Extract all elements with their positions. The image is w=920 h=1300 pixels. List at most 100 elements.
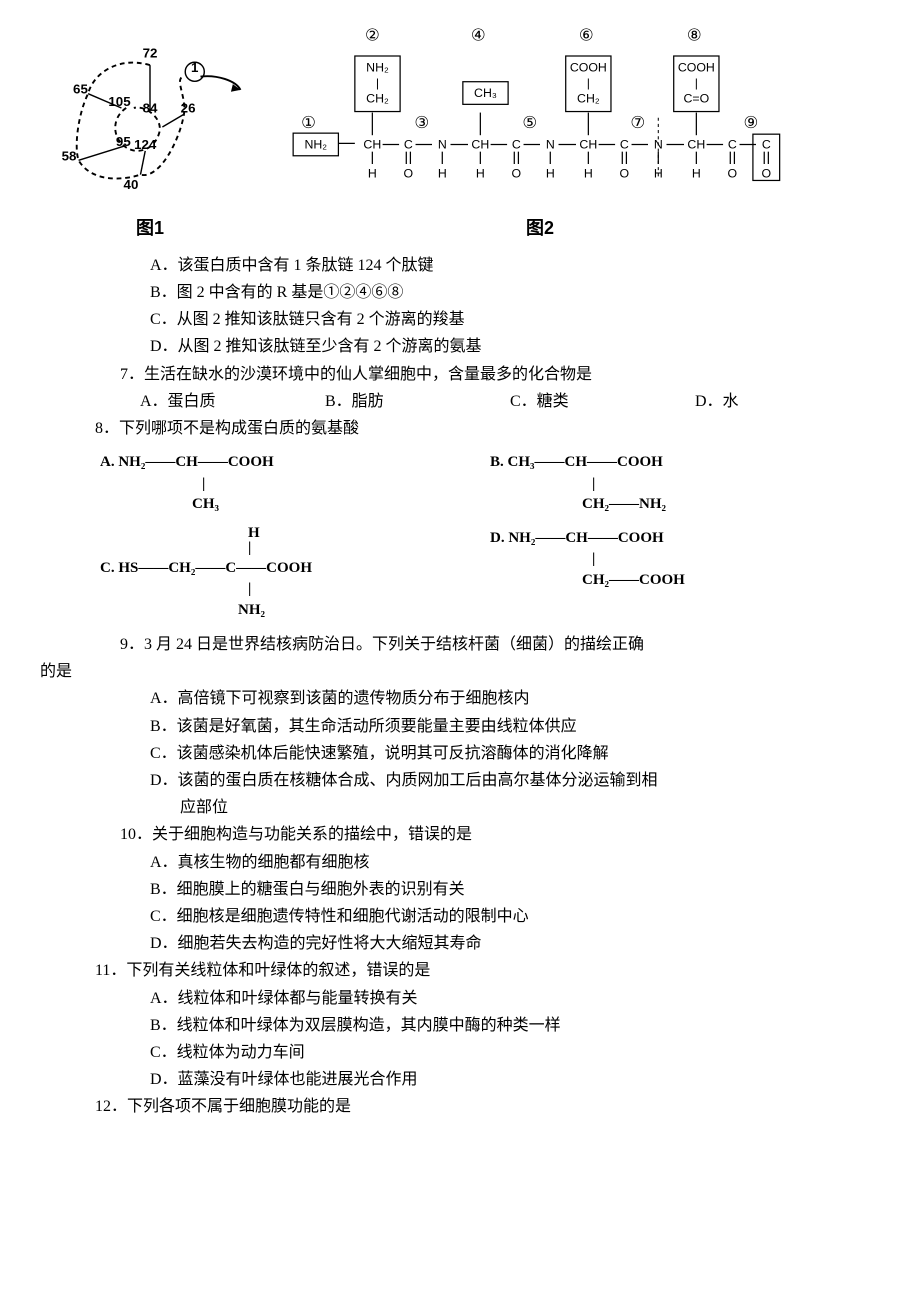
svg-text:H: H: [476, 166, 485, 180]
q8-C-lbar: |: [100, 541, 490, 556]
svg-text:CH: CH: [687, 138, 705, 152]
svg-text:84: 84: [143, 101, 158, 116]
svg-text:N: N: [438, 138, 447, 152]
svg-text:N: N: [546, 138, 555, 152]
svg-text:58: 58: [62, 148, 77, 163]
svg-text:CH₂: CH₂: [577, 91, 600, 105]
q9-A: A．高倍镜下可视察到该菌的遗传物质分布于细胞核内: [40, 685, 880, 712]
figure-2: ②④⑥⑧①③⑤⑦⑨NH₂NH₂|CH₂CH₃COOH|CH₂COOH|C=OCH…: [280, 20, 800, 244]
svg-text:O: O: [761, 166, 771, 180]
q11-B: B．线粒体和叶绿体为双层膜构造，其内膜中酶的种类一样: [40, 1012, 880, 1039]
fig1-svg: 72 1 65 26 105 84 95124 58 40: [50, 35, 250, 200]
svg-text:NH₂: NH₂: [366, 60, 389, 74]
q7-B: B．脂肪: [325, 388, 510, 415]
svg-text:④: ④: [471, 27, 486, 45]
q8-B-l3: CH₂——NH₂: [490, 492, 880, 518]
svg-text:|: |: [587, 76, 590, 90]
svg-text:105: 105: [108, 94, 131, 109]
q7-D: D．水: [695, 388, 880, 415]
q8-D-l3: CH₂——COOH: [490, 568, 880, 594]
fig2-label: 图2: [280, 213, 800, 244]
q8-C-l2: |: [100, 581, 490, 598]
svg-text:CH: CH: [363, 138, 381, 152]
svg-text:O: O: [728, 166, 738, 180]
q10-C: C．细胞核是细胞遗传特性和细胞代谢活动的限制中心: [40, 903, 880, 930]
svg-text:65: 65: [73, 82, 88, 97]
svg-text:⑥: ⑥: [579, 27, 594, 45]
svg-text:CH₃: CH₃: [474, 86, 497, 100]
q8-A: A. NH₂——CH——COOH | CH₃: [100, 450, 490, 518]
svg-text:O: O: [512, 166, 522, 180]
svg-text:O: O: [620, 166, 630, 180]
q8-row1: A. NH₂——CH——COOH | CH₃ B. CH₃——CH——COOH …: [100, 450, 880, 518]
q11-stem: 11．下列有关线粒体和叶绿体的叙述，错误的是: [40, 957, 880, 984]
q8-C-l3: NH₂: [100, 598, 490, 624]
q8-B-l1: B. CH₃——CH——COOH: [490, 450, 880, 476]
q7-A: A．蛋白质: [140, 388, 325, 415]
svg-text:72: 72: [143, 46, 158, 61]
q7-stem: 7．生活在缺水的沙漠环境中的仙人掌细胞中，含量最多的化合物是: [40, 361, 880, 388]
svg-text:40: 40: [124, 177, 139, 192]
q6-opt-C: C．从图 2 推知该肽链只含有 2 个游离的羧基: [40, 306, 880, 333]
q6-opt-D: D．从图 2 推知该肽链至少含有 2 个游离的氨基: [40, 333, 880, 360]
svg-text:⑤: ⑤: [522, 114, 537, 132]
q6-opt-B: B．图 2 中含有的 R 基是①②④⑥⑧: [40, 279, 880, 306]
q9-D2: 应部位: [40, 794, 880, 821]
svg-text:|: |: [376, 76, 379, 90]
q8-C: H | C. HS——CH₂——C——COOH | NH₂: [100, 526, 490, 624]
svg-text:C: C: [728, 138, 737, 152]
svg-text:C: C: [512, 138, 521, 152]
q9-D: D．该菌的蛋白质在核糖体合成、内质网加工后由高尔基体分泌运输到相: [40, 767, 880, 794]
q9-C: C．该菌感染机体后能快速繁殖，说明其可反抗溶酶体的消化降解: [40, 740, 880, 767]
q12-stem: 12．下列各项不属于细胞膜功能的是: [40, 1093, 880, 1120]
svg-text:95: 95: [116, 134, 131, 149]
svg-text:H: H: [692, 166, 701, 180]
fig2-svg: ②④⑥⑧①③⑤⑦⑨NH₂NH₂|CH₂CH₃COOH|CH₂COOH|C=OCH…: [280, 20, 800, 200]
q8-B-l2: |: [490, 476, 880, 493]
svg-text:C=O: C=O: [683, 91, 709, 105]
q8-stem: 8．下列哪项不是构成蛋白质的氨基酸: [40, 415, 880, 442]
svg-text:|: |: [695, 76, 698, 90]
svg-text:O: O: [404, 166, 414, 180]
svg-text:H: H: [438, 166, 447, 180]
q9-B: B．该菌是好氧菌，其生命活动所须要能量主要由线粒体供应: [40, 713, 880, 740]
q11-D: D．蓝藻没有叶绿体也能进展光合作用: [40, 1066, 880, 1093]
q9-stem: 9．3 月 24 日是世界结核病防治日。下列关于结核杆菌（细菌）的描绘正确: [40, 631, 880, 658]
svg-text:COOH: COOH: [570, 60, 607, 74]
q7-C: C．糖类: [510, 388, 695, 415]
fig1-label: 图1: [50, 213, 250, 244]
q7-options: A．蛋白质 B．脂肪 C．糖类 D．水: [40, 388, 880, 415]
q8-D: D. NH₂——CH——COOH | CH₂——COOH: [490, 526, 880, 624]
svg-text:①: ①: [301, 114, 316, 132]
q8-C-l1: C. HS——CH₂——C——COOH: [100, 556, 490, 582]
q11-C: C．线粒体为动力车间: [40, 1039, 880, 1066]
q10-stem: 10．关于细胞构造与功能关系的描绘中，错误的是: [40, 821, 880, 848]
q9-stem2: 的是: [40, 658, 880, 685]
svg-text:C: C: [762, 138, 771, 152]
svg-text:NH₂: NH₂: [304, 138, 327, 152]
svg-text:CH: CH: [471, 138, 489, 152]
q8-D-l1: D. NH₂——CH——COOH: [490, 526, 880, 552]
svg-text:C: C: [620, 138, 629, 152]
svg-text:C: C: [404, 138, 413, 152]
svg-text:H: H: [546, 166, 555, 180]
svg-text:②: ②: [365, 27, 380, 45]
svg-text:26: 26: [181, 101, 196, 116]
q8-A-l3: CH₃: [100, 492, 490, 518]
svg-text:⑧: ⑧: [687, 27, 702, 45]
svg-text:⑨: ⑨: [743, 114, 758, 132]
svg-text:COOH: COOH: [678, 60, 715, 74]
svg-text:H: H: [584, 166, 593, 180]
figure-1: 72 1 65 26 105 84 95124 58 40 图1: [50, 35, 250, 244]
svg-text:1: 1: [191, 60, 199, 75]
q10-B: B．细胞膜上的糖蛋白与细胞外表的识别有关: [40, 876, 880, 903]
q8-A-l1: A. NH₂——CH——COOH: [100, 450, 490, 476]
q10-A: A．真核生物的细胞都有细胞核: [40, 849, 880, 876]
q8-D-l2: |: [490, 551, 880, 568]
svg-text:③: ③: [414, 114, 429, 132]
svg-text:⑦: ⑦: [630, 114, 645, 132]
q11-A: A．线粒体和叶绿体都与能量转换有关: [40, 985, 880, 1012]
figure-row: 72 1 65 26 105 84 95124 58 40 图1 ② ④ ⑥ ⑧ ① ③ ⑤ ⑦ ⑨ NH₂ NH₂…: [50, 20, 880, 244]
svg-text:124: 124: [134, 137, 157, 152]
q10-D: D．细胞若失去构造的完好性将大大缩短其寿命: [40, 930, 880, 957]
